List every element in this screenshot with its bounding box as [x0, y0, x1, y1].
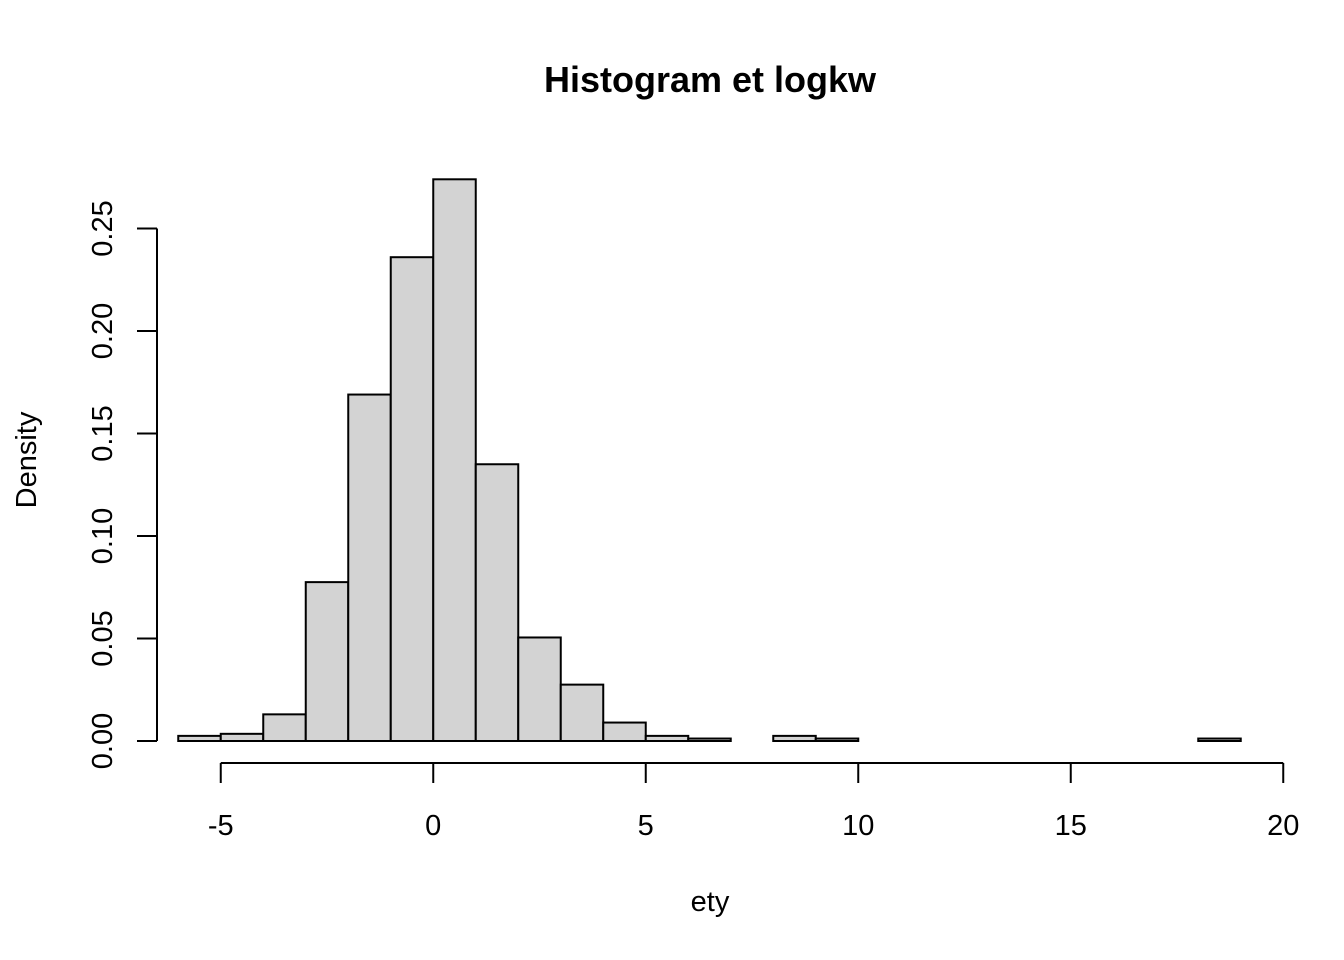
histogram-bar-24	[1197, 737, 1242, 742]
histogram-bar-7	[474, 463, 520, 742]
x-tick-label: -5	[208, 810, 234, 842]
y-tick-label: 0.10	[87, 508, 119, 564]
histogram-bar-1	[219, 732, 265, 743]
histogram-bar-12	[687, 737, 732, 742]
x-tick-label: 5	[638, 810, 654, 842]
y-tick-label: 0.20	[87, 303, 119, 359]
histogram-bar-11	[644, 734, 690, 742]
x-tick-label: 20	[1267, 810, 1299, 842]
histogram-bar-3	[304, 581, 350, 742]
histogram-bar-4	[347, 393, 392, 742]
x-tick-label: 15	[1055, 810, 1087, 842]
y-tick-label: 0.05	[87, 610, 119, 666]
histogram-bar-15	[814, 737, 860, 742]
y-axis: 0.00 0.05 0.10 0.15 0.20 0.25	[87, 200, 158, 769]
histogram-bar-8	[517, 636, 562, 742]
histogram-bar-0	[177, 734, 222, 742]
y-axis-label: Density	[11, 411, 43, 508]
y-tick-label: 0.25	[87, 200, 119, 256]
x-axis: -5 0 5 10 15 20	[208, 762, 1299, 842]
histogram-bar-10	[602, 721, 647, 742]
x-tick-label: 10	[842, 810, 874, 842]
histogram-bar-5	[389, 256, 435, 742]
y-tick-label: 0.00	[87, 713, 119, 769]
histogram-bar-2	[262, 713, 307, 742]
x-tick-label: 0	[425, 810, 441, 842]
bars-group	[177, 178, 1242, 743]
histogram-bar-14	[772, 734, 817, 742]
x-axis-label: ety	[691, 886, 730, 918]
chart-title: Histogram et logkw	[544, 59, 877, 100]
histogram-bar-9	[559, 683, 605, 742]
y-tick-label: 0.15	[87, 405, 119, 461]
histogram-bar-6	[432, 178, 477, 743]
